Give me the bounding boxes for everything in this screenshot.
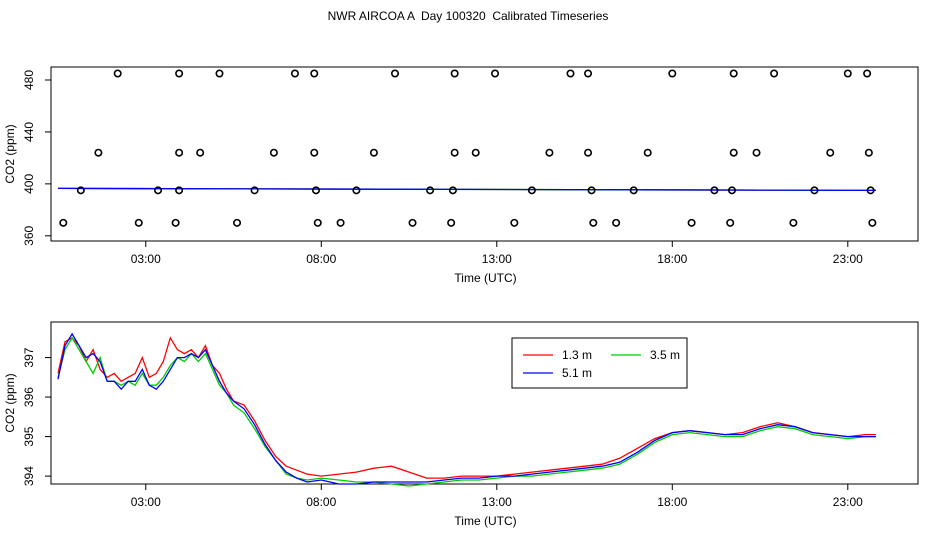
y-tick-label: 394 [22, 466, 36, 486]
data-point [196, 148, 205, 157]
data-point [566, 69, 575, 78]
data-point [729, 69, 738, 78]
data-point [154, 186, 163, 195]
x-tick-label: 03:00 [131, 495, 161, 509]
series-line-3-5-m [57, 336, 876, 487]
data-point [448, 186, 457, 195]
legend-label: 3.5 m [650, 348, 680, 362]
x-tick-label: 18:00 [657, 252, 687, 266]
x-tick-label: 23:00 [833, 495, 863, 509]
data-point [710, 186, 719, 195]
data-point [171, 218, 180, 227]
y-tick-label: 480 [22, 70, 36, 90]
data-point [313, 218, 322, 227]
chart-panel-1: 03:00 08:00 13:00 18:00 23:00 360 400 440 480 Tim… [3, 66, 919, 285]
data-point [113, 69, 122, 78]
y-tick-label: 396 [22, 387, 36, 407]
data-point [450, 69, 459, 78]
data-point [863, 69, 872, 78]
y-tick-label: 395 [22, 426, 36, 446]
data-point [789, 218, 798, 227]
x-axis-title: Time (UTC) [454, 271, 516, 285]
data-point [390, 69, 399, 78]
data-point [729, 148, 738, 157]
data-point [94, 148, 103, 157]
data-point [584, 148, 593, 157]
plot-frame [50, 321, 919, 485]
x-tick-label: 03:00 [131, 252, 161, 266]
data-point [510, 218, 519, 227]
legend-box [511, 337, 688, 389]
data-point [290, 69, 299, 78]
y-axis-title: CO2 (ppm) [3, 373, 17, 432]
y-tick-label: 397 [22, 347, 36, 367]
data-point [826, 148, 835, 157]
data-point [687, 218, 696, 227]
y-tick-label: 440 [22, 122, 36, 142]
data-point [134, 218, 143, 227]
y-axis-title: CO2 (ppm) [3, 124, 17, 183]
data-point [215, 69, 224, 78]
chart-panel-2: 03:00 08:00 13:00 18:00 23:00 394 395 396 397 Tim… [3, 321, 919, 528]
x-axis-title: Time (UTC) [454, 514, 516, 528]
legend-label: 1.3 m [562, 348, 592, 362]
data-point [629, 186, 638, 195]
data-point [175, 186, 184, 195]
data-point [250, 186, 259, 195]
plot-frame [50, 66, 919, 242]
data-point [527, 186, 536, 195]
data-point [312, 186, 321, 195]
data-point [545, 148, 554, 157]
data-point [668, 69, 677, 78]
data-point [866, 186, 875, 195]
data-point [810, 186, 819, 195]
data-point [336, 218, 345, 227]
data-point [612, 218, 621, 227]
data-point [369, 148, 378, 157]
page-title: NWR AIRCOA A Day 100320 Calibrated Times… [327, 9, 609, 23]
series-line-5-1-m [57, 332, 876, 485]
x-tick-label: 08:00 [306, 495, 336, 509]
data-point [310, 69, 319, 78]
data-point [59, 218, 68, 227]
data-point [843, 69, 852, 78]
data-point [752, 148, 761, 157]
data-point [175, 148, 184, 157]
x-tick-label: 13:00 [482, 495, 512, 509]
data-point [233, 218, 242, 227]
data-point [587, 186, 596, 195]
data-point [269, 148, 278, 157]
legend-label: 5.1 m [562, 366, 592, 380]
series-line-3 [57, 187, 876, 192]
data-point [868, 218, 877, 227]
data-point [447, 218, 456, 227]
y-tick-label: 400 [22, 174, 36, 194]
data-point [310, 148, 319, 157]
y-tick-label: 360 [22, 225, 36, 245]
data-point [352, 186, 361, 195]
data-point [727, 186, 736, 195]
x-tick-label: 13:00 [482, 252, 512, 266]
x-tick-label: 08:00 [306, 252, 336, 266]
x-tick-label: 23:00 [833, 252, 863, 266]
data-point [864, 148, 873, 157]
data-point [450, 148, 459, 157]
data-point [584, 69, 593, 78]
data-point [491, 69, 500, 78]
data-point [175, 69, 184, 78]
data-point [408, 218, 417, 227]
x-tick-label: 18:00 [657, 495, 687, 509]
data-point [471, 148, 480, 157]
legend: 1.3 m 3.5 m 5.1 m [511, 337, 688, 389]
data-point [76, 186, 85, 195]
data-point [426, 186, 435, 195]
data-point [770, 69, 779, 78]
data-point [643, 148, 652, 157]
data-point [726, 218, 735, 227]
data-point [589, 218, 598, 227]
